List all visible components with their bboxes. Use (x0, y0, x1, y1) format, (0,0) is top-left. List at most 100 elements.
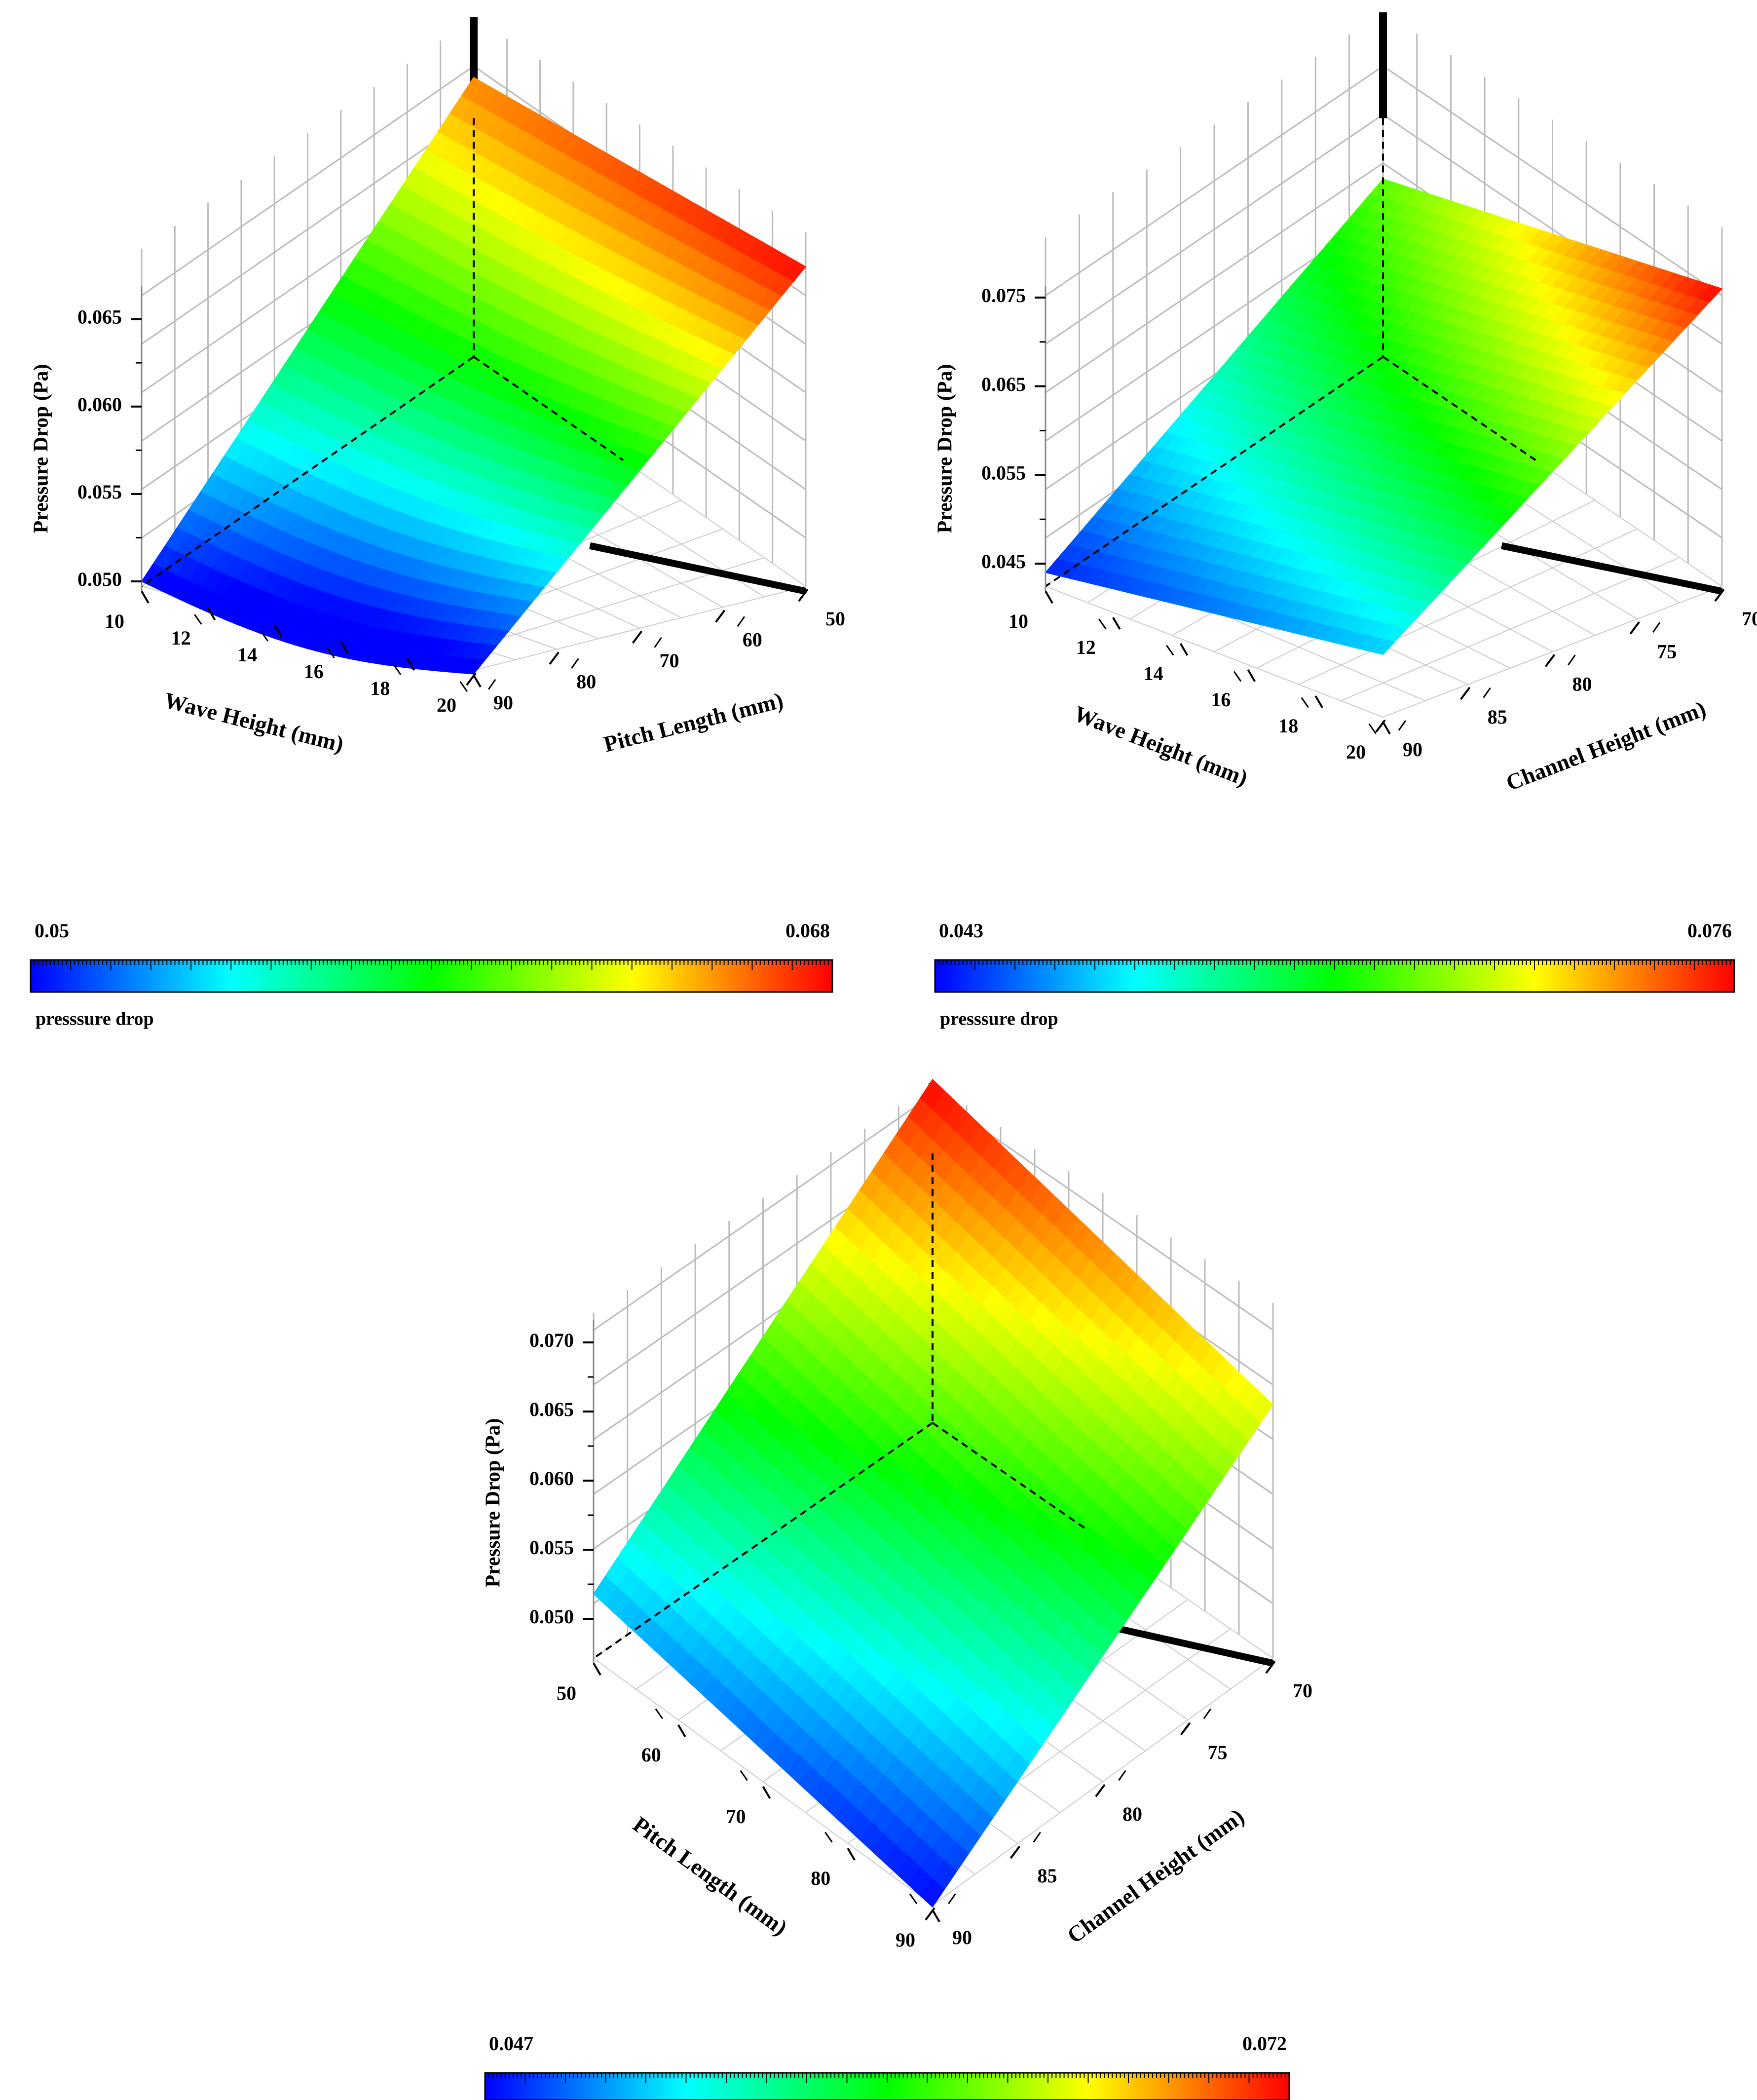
z-tick-label: 0.060 (77, 393, 122, 416)
y-tick (1375, 719, 1386, 733)
z-tick-label: 0.070 (529, 1329, 574, 1351)
y-minor-tick (1652, 622, 1661, 633)
chart-3: 0.050 0.055 0.060 0.065 0.070 Pressure Drop (… (482, 1078, 1312, 2100)
y-tick-label: 75 (1657, 640, 1677, 662)
grid-line (1383, 65, 1722, 297)
x-tick-label: 12 (1076, 636, 1096, 658)
x-tick-label: 20 (437, 694, 456, 716)
grid-line (1045, 162, 1383, 393)
grid-line (473, 586, 806, 671)
axis-line (589, 542, 807, 595)
y-minor-tick (1398, 720, 1407, 731)
x-tick-label: 90 (896, 1929, 915, 1951)
hidden-axis (473, 356, 624, 461)
x-tick-label: 18 (370, 677, 390, 699)
y-axis-title: Channel Height (mm) (1062, 1803, 1249, 1948)
y-axis-title: Channel Height (mm) (1502, 696, 1709, 796)
x-tick-label: 50 (557, 1682, 576, 1704)
colorbar-ticks (935, 960, 1735, 970)
colorbar-min-label: 0.047 (489, 2032, 533, 2055)
x-tick (593, 1662, 601, 1676)
y-tick-label: 90 (493, 691, 513, 714)
z-tick-label: 0.055 (529, 1536, 574, 1559)
x-tick (340, 641, 349, 654)
y-minor-tick (571, 658, 579, 669)
grid-line (1383, 586, 1722, 718)
y-tick (1629, 621, 1640, 635)
z-tick-label: 0.065 (529, 1398, 574, 1420)
y-tick-label: 80 (1122, 1803, 1142, 1825)
y-minor-tick (654, 637, 662, 648)
x-tick (1247, 669, 1256, 683)
x-tick (1382, 721, 1391, 735)
y-tick (1095, 1784, 1106, 1797)
y-tick-label: 85 (1488, 706, 1507, 728)
z-axis: 0.050 0.055 0.060 0.065 0.070 Pressure Drop (… (482, 1320, 595, 1663)
x-tick (1112, 616, 1121, 630)
x-tick (406, 657, 415, 671)
grid-line (141, 114, 474, 345)
x-tick (1314, 695, 1323, 709)
surface (141, 76, 807, 675)
x-minor-tick (1301, 697, 1309, 708)
hidden-axis (141, 356, 475, 587)
x-tick (762, 1786, 771, 1799)
x-minor-tick (1098, 618, 1107, 630)
y-minor-tick (1203, 1708, 1211, 1719)
y-tick (925, 1907, 935, 1921)
surface (593, 1078, 1273, 1908)
y-tick (549, 651, 560, 665)
y-tick-label: 85 (1038, 1865, 1057, 1887)
x-minor-tick (459, 681, 468, 692)
x-minor-tick (260, 631, 269, 642)
x-tick-label: 14 (237, 644, 257, 666)
z-axis-title: Pressure Drop (Pa) (934, 364, 957, 534)
hidden-axes (1045, 118, 1536, 587)
y-tick-label: 75 (1208, 1741, 1228, 1763)
x-minor-tick (1165, 645, 1174, 656)
surface (1045, 178, 1723, 655)
x-tick-label: 18 (1278, 715, 1298, 737)
grid-line (1045, 114, 1383, 345)
x-tick-label: 60 (641, 1744, 661, 1766)
colorbar-max-label: 0.076 (1687, 919, 1732, 942)
grid-line (1045, 586, 1383, 718)
y-minor-tick (1118, 1770, 1126, 1781)
colorbar: 0.05 0.068 presssure drop (30, 919, 833, 1030)
y-tick (632, 630, 643, 644)
x-tick-label: 10 (1009, 610, 1028, 632)
y-tick-label: 70 (1293, 1680, 1312, 1702)
z-axis-title: Pressure Drop (Pa) (482, 1418, 505, 1588)
surface-patch (1248, 1392, 1273, 1423)
hidden-axis (932, 1422, 1086, 1530)
y-axis-title: Pitch Length (mm) (601, 687, 785, 757)
z-tick-label: 0.055 (981, 462, 1026, 484)
z-tick-label: 0.050 (529, 1605, 574, 1628)
hidden-axis (1045, 356, 1384, 587)
y-tick (1265, 1660, 1276, 1674)
hidden-axis (593, 1422, 934, 1659)
y-minor-tick (737, 616, 746, 627)
y-tick-label: 80 (1572, 673, 1592, 695)
chart-2: 0.045 0.055 0.065 0.075 Pressure Drop (Pa) 10… (934, 12, 1757, 1030)
y-axis: 50 60 70 80 90 Pitch Length (mm) (466, 588, 845, 757)
x-minor-tick (1233, 671, 1242, 682)
x-tick (847, 1847, 856, 1861)
x-minor-tick (824, 1832, 833, 1843)
y-tick (1714, 588, 1725, 602)
hidden-axes (593, 1153, 1086, 1659)
x-tick-label: 80 (811, 1867, 830, 1889)
z-tick-label: 0.075 (981, 284, 1026, 306)
y-tick (466, 672, 477, 686)
x-tick-label: 70 (726, 1805, 746, 1828)
z-tick-label: 0.065 (77, 306, 122, 328)
grid-line (932, 1658, 1273, 1906)
y-minor-tick (1483, 687, 1491, 698)
x-axis-title: Wave Height (mm) (1071, 701, 1251, 791)
y-tick-label: 70 (1742, 608, 1757, 630)
x-minor-tick (194, 614, 202, 625)
y-tick-label: 90 (952, 1926, 972, 1948)
y-minor-tick (1033, 1832, 1041, 1843)
